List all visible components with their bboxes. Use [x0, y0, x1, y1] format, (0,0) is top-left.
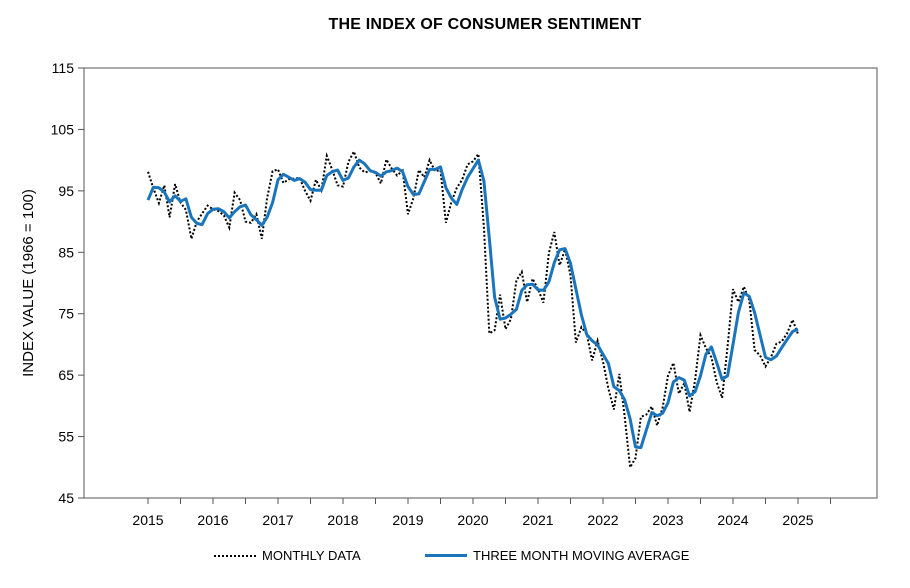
legend-item-average: THREE MONTH MOVING AVERAGE: [425, 548, 689, 563]
y-tick-label: 85: [58, 244, 74, 260]
y-tick-label: 55: [58, 429, 74, 445]
legend-label-average: THREE MONTH MOVING AVERAGE: [473, 548, 690, 563]
y-axis-title: INDEX VALUE (1966 = 100): [20, 189, 37, 377]
y-axis: 45 55 65 75 85 95 105 115: [51, 60, 84, 506]
legend-swatch-monthly: [214, 554, 256, 557]
y-tick-label: 65: [58, 367, 74, 383]
series-layer: [146, 148, 799, 471]
x-tick-label: 2022: [587, 512, 618, 528]
series-line-monthly: [147, 148, 799, 471]
y-tick-label: 105: [51, 121, 75, 137]
series-line-moving-average: [146, 158, 799, 450]
x-tick-label: 2025: [782, 512, 813, 528]
x-tick-label: 2024: [717, 512, 748, 528]
x-tick-label: 2023: [652, 512, 683, 528]
x-tick-label: 2020: [457, 512, 488, 528]
chart-title: THE INDEX OF CONSUMER SENTIMENT: [328, 16, 642, 33]
x-tick-label: 2021: [522, 512, 553, 528]
legend-swatch-average: [425, 554, 467, 557]
y-tick-label: 115: [52, 60, 75, 76]
legend-label-monthly: MONTHLY DATA: [262, 548, 361, 563]
chart-legend: MONTHLY DATA THREE MONTH MOVING AVERAGE: [0, 548, 910, 568]
x-tick-label: 2017: [262, 512, 293, 528]
x-tick-label: 2018: [327, 512, 358, 528]
y-tick-label: 75: [58, 306, 74, 322]
x-tick-label: 2015: [132, 512, 163, 528]
x-tick-label: 2019: [392, 512, 423, 528]
x-tick-label: 2016: [197, 512, 228, 528]
legend-item-monthly: MONTHLY DATA: [214, 548, 361, 563]
x-axis: 2015 2016 2017 2018 2019 2020 2021 2022 2023 2024…: [132, 498, 831, 528]
plot-area-frame: [83, 67, 878, 499]
y-tick-label: 95: [58, 183, 74, 199]
y-tick-label: 45: [58, 490, 74, 506]
